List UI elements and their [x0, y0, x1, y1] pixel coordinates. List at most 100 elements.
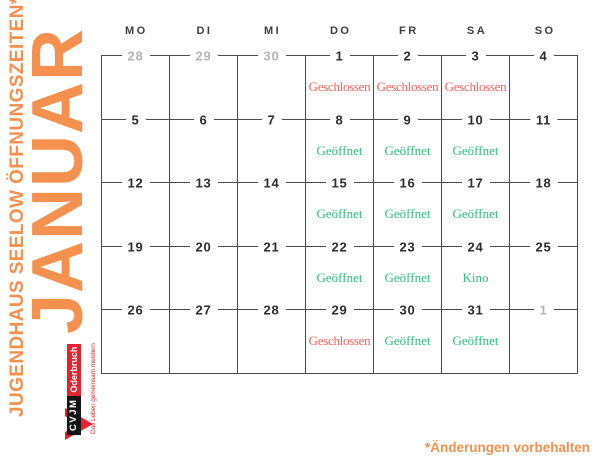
date-number: 9: [397, 112, 418, 128]
day-cell: 4: [510, 48, 578, 119]
day-cell: 29 Geschlossen: [306, 302, 374, 373]
status-label: Kino: [462, 269, 489, 285]
day-cell: 2 Geschlossen: [374, 48, 442, 119]
day-header: DO: [329, 25, 352, 37]
cvjm-logo: CVJM Oderbruch Das Leben gemeinsam meist…: [62, 343, 102, 440]
logo-region-name: Oderbruch: [67, 343, 82, 396]
date-number: 29: [189, 48, 218, 64]
status-label: Geöffnet: [384, 142, 431, 158]
status-label: Geöffnet: [452, 142, 499, 158]
day-cell: 16 Geöffnet: [374, 175, 442, 246]
date-number: 15: [325, 175, 354, 191]
status-label: Geschlossen: [308, 79, 371, 94]
day-cell: 21: [238, 239, 306, 310]
date-number: 1: [329, 48, 350, 64]
logo-tagline: Das Leben gemeinsam meistern: [90, 343, 97, 434]
date-number: 12: [121, 175, 150, 191]
status-label: Geöffnet: [452, 206, 499, 222]
date-number: 23: [393, 239, 422, 255]
day-cell: 5: [102, 112, 170, 183]
day-cell: 8 Geöffnet: [306, 112, 374, 183]
status-label: Geöffnet: [316, 142, 363, 158]
date-number: 30: [393, 302, 422, 318]
day-header: DI: [196, 25, 213, 37]
day-cell: 13: [170, 175, 238, 246]
day-cell: 9 Geöffnet: [374, 112, 442, 183]
date-number: 4: [533, 48, 554, 64]
day-cell: 30 Geöffnet: [374, 302, 442, 373]
day-cell: 7: [238, 112, 306, 183]
status-label: Geöffnet: [316, 269, 363, 285]
date-number: 6: [193, 112, 214, 128]
date-number: 16: [393, 175, 422, 191]
date-number: 10: [461, 112, 490, 128]
day-cell: 19: [102, 239, 170, 310]
date-number: 19: [121, 239, 150, 255]
month-title: JANUAR: [18, 27, 98, 334]
date-number: 25: [529, 239, 558, 255]
day-cell: 3 Geschlossen: [442, 48, 510, 119]
date-number: 26: [121, 302, 150, 318]
day-cell: 1: [510, 302, 578, 373]
date-number: 3: [465, 48, 486, 64]
day-cell: 6: [170, 112, 238, 183]
day-cell: 11: [510, 112, 578, 183]
date-number: 22: [325, 239, 354, 255]
date-number: 28: [121, 48, 150, 64]
date-number: 13: [189, 175, 218, 191]
day-header-row: MO DI MI DO FR SA SO: [101, 23, 578, 55]
day-header: SO: [534, 25, 556, 37]
day-cell: 22 Geöffnet: [306, 239, 374, 310]
status-label: Geöffnet: [452, 333, 499, 349]
day-cell: 28: [238, 302, 306, 373]
date-number: 7: [261, 112, 282, 128]
day-cell: 27: [170, 302, 238, 373]
date-number: 1: [533, 302, 554, 318]
status-label: Geschlossen: [444, 79, 507, 94]
calendar-grid: 28 29 30 1 Geschlossen 2 Geschlossen 3 Geschloss…: [101, 48, 578, 374]
status-label: Geöffnet: [316, 206, 363, 222]
date-number: 18: [529, 175, 558, 191]
date-number: 2: [397, 48, 418, 64]
day-cell: 24 Kino: [442, 239, 510, 310]
day-cell: 15 Geöffnet: [306, 175, 374, 246]
day-cell: 17 Geöffnet: [442, 175, 510, 246]
logo-wordmark: CVJM Oderbruch: [67, 343, 82, 435]
day-cell: 28: [102, 48, 170, 119]
date-number: 29: [325, 302, 354, 318]
date-number: 14: [257, 175, 286, 191]
status-label: Geöffnet: [384, 269, 431, 285]
day-cell: 26: [102, 302, 170, 373]
day-header: FR: [399, 25, 419, 37]
date-number: 28: [257, 302, 286, 318]
date-number: 21: [257, 239, 286, 255]
day-header: MO: [124, 25, 148, 37]
date-number: 5: [125, 112, 146, 128]
date-number: 8: [329, 112, 350, 128]
day-cell: 20: [170, 239, 238, 310]
changes-disclaimer: *Änderungen vorbehalten: [424, 440, 590, 455]
logo-org-name: CVJM: [67, 395, 82, 435]
day-cell: 10 Geöffnet: [442, 112, 510, 183]
day-header: MI: [263, 25, 282, 37]
day-header: SA: [466, 25, 488, 37]
day-cell: 18: [510, 175, 578, 246]
day-cell: 1 Geschlossen: [306, 48, 374, 119]
date-number: 20: [189, 239, 218, 255]
day-cell: 12: [102, 175, 170, 246]
status-label: Geschlossen: [376, 79, 439, 94]
status-label: Geschlossen: [308, 333, 371, 349]
day-cell: 29: [170, 48, 238, 119]
date-number: 30: [257, 48, 286, 64]
january-calendar: MO DI MI DO FR SA SO 28 29 30 1 Geschlossen 2 Geschl…: [101, 23, 578, 374]
day-cell: 31 Geöffnet: [442, 302, 510, 373]
day-cell: 14: [238, 175, 306, 246]
day-cell: 23 Geöffnet: [374, 239, 442, 310]
date-number: 31: [461, 302, 490, 318]
day-cell: 25: [510, 239, 578, 310]
status-label: Geöffnet: [384, 333, 431, 349]
date-number: 17: [461, 175, 490, 191]
date-number: 24: [461, 239, 490, 255]
date-number: 27: [189, 302, 218, 318]
date-number: 11: [529, 112, 558, 128]
